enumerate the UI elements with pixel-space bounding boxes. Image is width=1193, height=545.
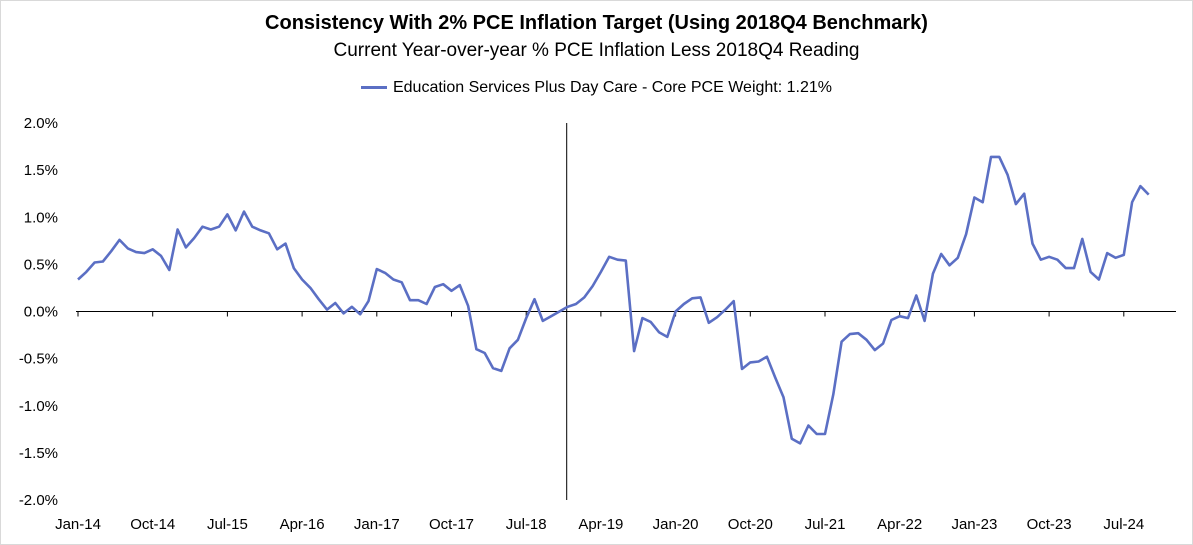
y-tick-label: -1.5% [19,445,58,462]
x-axis-ticks: Jan-14 Oct-14 Jul-15 Apr-16 Jan-17 Oct-17 Jul-… [55,516,1144,533]
x-tick-label: Apr-16 [280,516,325,533]
x-tick-label: Oct-17 [429,516,474,533]
y-tick-label: -1.0% [19,398,58,415]
y-tick-label: -2.0% [19,492,58,509]
y-tick-label: 1.0% [24,209,58,226]
x-tick-label: Jan-17 [354,516,400,533]
x-tick-label: Oct-23 [1027,516,1072,533]
x-axis-tick-marks [77,311,1125,317]
chart-subtitle: Current Year-over-year % PCE Inflation L… [333,40,860,61]
y-axis-ticks: 2.0% 1.5% 1.0% 0.5% 0.0% -0.5% -1.0% -1.5% -2.0% [19,115,58,509]
legend: Education Services Plus Day Care - Core … [0,79,1193,97]
y-tick-label: 0.5% [24,256,58,273]
chart-title: Consistency With 2% PCE Inflation Target… [265,12,928,34]
x-tick-label: Apr-22 [877,516,922,533]
legend-swatch [360,86,387,90]
x-tick-label: Jan-20 [653,516,699,533]
series-line-education-services [77,155,1150,445]
y-tick-label: 1.5% [24,162,58,179]
x-tick-label: Jul-15 [207,516,248,533]
y-tick-label: -0.5% [19,351,58,368]
x-tick-label: Jan-14 [55,516,101,533]
x-tick-label: Jul-18 [506,516,547,533]
x-tick-label: Oct-20 [728,516,773,533]
y-tick-label: 0.0% [24,304,58,321]
x-tick-label: Oct-14 [130,516,175,533]
y-tick-label: 2.0% [24,115,58,132]
x-tick-label: Jan-23 [951,516,997,533]
x-tick-label: Jul-21 [805,516,846,533]
x-tick-label: Apr-19 [578,516,623,533]
x-tick-label: Jul-24 [1103,516,1144,533]
legend-label: Education Services Plus Day Care - Core … [392,79,832,96]
